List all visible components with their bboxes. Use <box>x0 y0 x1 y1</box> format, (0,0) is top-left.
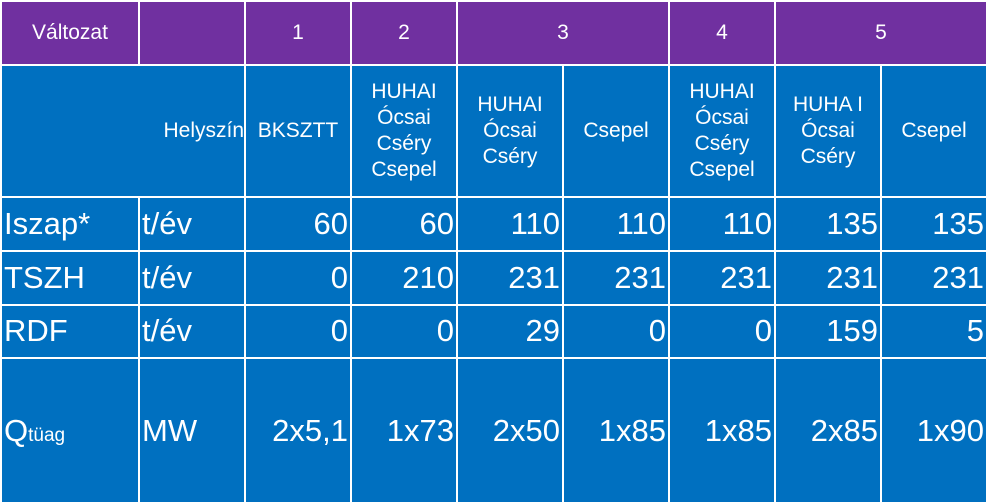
header-variant-5: 5 <box>774 0 986 67</box>
value-cell: 5 <box>880 303 986 360</box>
row-name: RDF <box>0 303 140 360</box>
q-symbol: Q <box>4 412 29 448</box>
value-cell: 1x73 <box>350 357 458 504</box>
value-cell: 2x50 <box>456 357 564 504</box>
location-site: HUHA I Ócsai Cséry <box>774 64 882 199</box>
value-cell: 231 <box>880 249 986 306</box>
table-row-q: Qtüag MW 2x5,1 1x73 2x50 1x85 1x85 2x85 … <box>0 357 986 504</box>
row-name: TSZH <box>0 249 140 306</box>
value-cell: 2x5,1 <box>244 357 352 504</box>
header-variant-1: 1 <box>244 0 352 67</box>
header-title-cell: Változat <box>0 0 140 67</box>
value-cell: 231 <box>668 249 776 306</box>
value-cell: 2x85 <box>774 357 882 504</box>
value-cell: 110 <box>562 196 670 252</box>
value-cell: 110 <box>668 196 776 252</box>
location-row: Helyszín BKSZTT HUHAI Ócsai Cséry Csepel… <box>0 64 986 199</box>
row-unit: t/év <box>138 196 246 252</box>
value-cell: 231 <box>562 249 670 306</box>
value-cell: 159 <box>774 303 882 360</box>
value-cell: 1x85 <box>668 357 776 504</box>
value-cell: 0 <box>668 303 776 360</box>
row-name: Iszap* <box>0 196 140 252</box>
value-cell: 29 <box>456 303 564 360</box>
value-cell: 60 <box>350 196 458 252</box>
value-cell: 231 <box>456 249 564 306</box>
row-unit: MW <box>138 357 246 504</box>
header-row: Változat 1 2 3 4 5 <box>0 0 986 67</box>
location-site: Csepel <box>880 64 986 199</box>
value-cell: 60 <box>244 196 352 252</box>
value-cell: 135 <box>774 196 882 252</box>
value-cell: 1x85 <box>562 357 670 504</box>
value-cell: 231 <box>774 249 882 306</box>
location-site: HUHAI Ócsai Cséry Csepel <box>350 64 458 199</box>
row-name-q: Qtüag <box>0 357 140 504</box>
header-variant-2: 2 <box>350 0 458 67</box>
location-label: Helyszín <box>0 64 246 199</box>
location-site: HUHAI Ócsai Cséry Csepel <box>668 64 776 199</box>
location-site: HUHAI Ócsai Cséry <box>456 64 564 199</box>
value-cell: 0 <box>244 249 352 306</box>
header-variant-3: 3 <box>456 0 670 67</box>
value-cell: 1x90 <box>880 357 986 504</box>
value-cell: 0 <box>350 303 458 360</box>
value-cell: 0 <box>244 303 352 360</box>
location-site: BKSZTT <box>244 64 352 199</box>
value-cell: 135 <box>880 196 986 252</box>
table-row-rdf: RDF t/év 0 0 29 0 0 159 5 <box>0 303 986 360</box>
header-variant-4: 4 <box>668 0 776 67</box>
table-row-tszh: TSZH t/év 0 210 231 231 231 231 231 <box>0 249 986 306</box>
value-cell: 110 <box>456 196 564 252</box>
header-blank-cell <box>138 0 246 67</box>
row-unit: t/év <box>138 249 246 306</box>
q-subscript: tüag <box>28 424 66 446</box>
value-cell: 0 <box>562 303 670 360</box>
table-row-iszap: Iszap* t/év 60 60 110 110 110 135 135 <box>0 196 986 252</box>
value-cell: 210 <box>350 249 458 306</box>
row-unit: t/év <box>138 303 246 360</box>
location-site: Csepel <box>562 64 670 199</box>
